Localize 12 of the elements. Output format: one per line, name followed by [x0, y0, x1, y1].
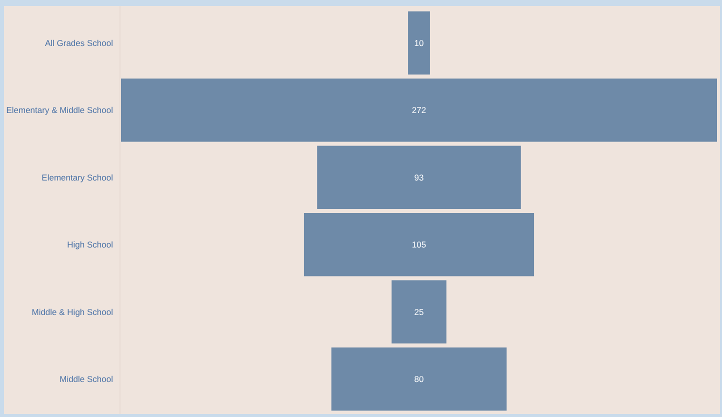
- category-label: Middle School: [60, 374, 114, 384]
- data-label: 10: [414, 38, 424, 48]
- category-label: High School: [67, 240, 114, 250]
- category-label: All Grades School: [44, 38, 114, 48]
- data-label: 25: [414, 306, 424, 317]
- data-label: 80: [414, 374, 424, 384]
- category-label: Middle & High School: [32, 306, 114, 317]
- data-label: 105: [412, 240, 426, 250]
- category-label: Elementary School: [42, 172, 114, 182]
- data-label: 93: [414, 172, 424, 182]
- data-label: 272: [412, 105, 426, 116]
- category-label: Elementary & Middle School: [6, 105, 114, 116]
